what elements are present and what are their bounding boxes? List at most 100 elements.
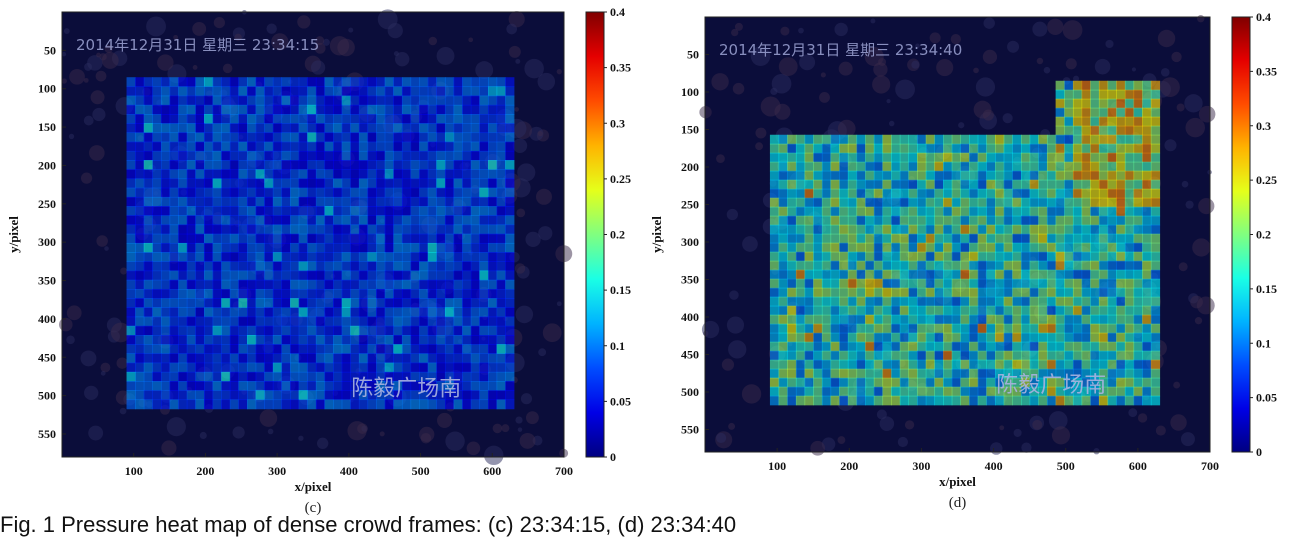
- heatmap-cell: [436, 77, 446, 88]
- heatmap-cell: [969, 224, 979, 235]
- heatmap-cell: [1133, 359, 1143, 370]
- heatmap-cell: [787, 161, 797, 172]
- heatmap-cell: [221, 150, 231, 161]
- heatmap-cell: [393, 150, 403, 161]
- heatmap-cell: [393, 279, 403, 290]
- heatmap-cell: [839, 170, 849, 181]
- heatmap-cell: [410, 399, 420, 410]
- heatmap-cell: [1090, 368, 1100, 379]
- heatmap-cell: [995, 161, 1005, 172]
- heatmap-cell: [152, 95, 162, 106]
- heatmap-cell: [505, 270, 515, 281]
- heatmap-cell: [1038, 197, 1048, 208]
- heatmap-cell: [908, 170, 918, 181]
- heatmap-cell: [865, 359, 875, 370]
- heatmap-cell: [1107, 152, 1117, 163]
- heatmap-cell: [178, 132, 188, 143]
- heatmap-cell: [830, 233, 840, 244]
- x-tick-label: 700: [555, 464, 573, 478]
- heatmap-cell: [221, 169, 231, 180]
- heatmap-cell: [333, 316, 343, 327]
- heatmap-cell: [830, 395, 840, 406]
- heatmap-cell: [470, 344, 480, 355]
- heatmap-cell: [324, 123, 334, 134]
- heatmap-cell: [1012, 323, 1022, 334]
- heatmap-cell: [487, 316, 498, 327]
- heatmap-cell: [238, 325, 248, 336]
- heatmap-cell: [152, 233, 162, 244]
- heatmap-cell: [1064, 296, 1074, 307]
- heatmap-cell: [1064, 224, 1074, 235]
- heatmap-cell: [350, 160, 360, 170]
- heatmap-cell: [178, 123, 188, 134]
- heatmap-cell: [995, 179, 1005, 190]
- heatmap-cell: [1072, 143, 1083, 154]
- heatmap-cell: [358, 252, 369, 262]
- heatmap-cell: [969, 197, 979, 208]
- heatmap-cell: [436, 178, 446, 189]
- heatmap-cell: [778, 143, 788, 154]
- heatmap-cell: [247, 132, 257, 143]
- heatmap-cell: [229, 141, 240, 152]
- heatmap-cell: [925, 197, 936, 208]
- heatmap-cell: [315, 187, 326, 198]
- heatmap-cell: [977, 395, 987, 406]
- heatmap-cell: [873, 233, 884, 244]
- heatmap-cell: [367, 206, 377, 216]
- heatmap-cell: [229, 399, 240, 410]
- heatmap-cell: [126, 187, 136, 198]
- heatmap-cell: [186, 224, 196, 235]
- heatmap-cell: [195, 123, 205, 134]
- heatmap-cell: [969, 269, 979, 280]
- heatmap-cell: [804, 332, 814, 343]
- heatmap-cell: [470, 399, 480, 410]
- heatmap-cell: [358, 233, 369, 244]
- heatmap-cell: [350, 344, 360, 355]
- heatmap-cell: [143, 288, 153, 299]
- heatmap-cell: [307, 353, 317, 364]
- heatmap-cell: [419, 187, 429, 198]
- heatmap-cell: [1116, 197, 1126, 208]
- heatmap-cell: [152, 381, 162, 391]
- heatmap-cell: [247, 325, 257, 336]
- heatmap-cell: [350, 224, 360, 235]
- heatmap-cell: [505, 362, 515, 373]
- heatmap-cell: [1072, 278, 1083, 289]
- heatmap-cell: [427, 233, 437, 244]
- heatmap-cell: [203, 77, 214, 88]
- heatmap-cell: [769, 152, 780, 163]
- heatmap-cell: [126, 242, 136, 253]
- heatmap-cell: [917, 296, 927, 307]
- heatmap-cell: [934, 314, 944, 325]
- heatmap-cell: [135, 224, 145, 235]
- heatmap-cell: [203, 224, 214, 235]
- heatmap-cell: [882, 359, 892, 370]
- heatmap-cell: [186, 95, 196, 106]
- heatmap-cell: [453, 77, 463, 88]
- heatmap-cell: [410, 160, 420, 170]
- heatmap-cell: [1150, 296, 1161, 307]
- heatmap-cell: [160, 307, 171, 318]
- heatmap-cell: [951, 161, 961, 172]
- heatmap-cell: [470, 169, 480, 180]
- heatmap-cell: [358, 215, 369, 226]
- heatmap-cell: [393, 252, 403, 262]
- heatmap-cell: [264, 325, 274, 336]
- heatmap-cell: [1055, 395, 1065, 406]
- heatmap-cell: [462, 381, 472, 391]
- heatmap-cell: [419, 252, 429, 262]
- heatmap-cell: [195, 399, 205, 410]
- heatmap-cell: [821, 206, 832, 217]
- heatmap-cell: [1072, 152, 1083, 163]
- heatmap-cell: [384, 215, 394, 226]
- heatmap-cell: [1072, 251, 1083, 262]
- heatmap-cell: [778, 161, 788, 172]
- heatmap-cell: [195, 288, 205, 299]
- heatmap-cell: [1107, 305, 1117, 316]
- heatmap-cell: [795, 278, 806, 289]
- heatmap-cell: [298, 362, 308, 373]
- heatmap-cell: [143, 270, 153, 281]
- heatmap-cell: [229, 270, 240, 281]
- heatmap-cell: [221, 160, 231, 170]
- heatmap-cell: [229, 224, 240, 235]
